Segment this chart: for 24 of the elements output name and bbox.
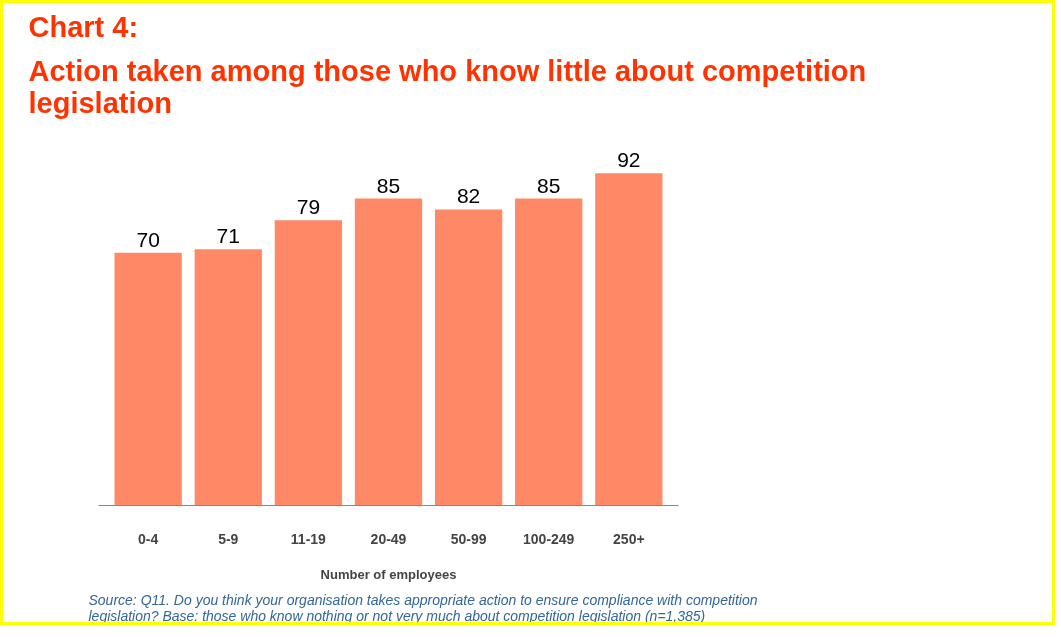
data-label: 85: [376, 173, 401, 197]
data-label: 79: [296, 195, 321, 219]
data-label: 85: [537, 173, 561, 197]
x-tick-label: 20-49: [370, 530, 407, 547]
chart-subtitle: Action taken among those who know little about competition legislation: [28, 54, 867, 119]
x-tick-label: 250+: [613, 530, 645, 547]
bar: [515, 198, 583, 506]
bar: [194, 249, 262, 506]
data-label: 82: [456, 184, 481, 208]
data-label: 70: [136, 227, 160, 251]
chart-title: Chart 4:: [28, 10, 139, 43]
x-tick-label: 50-99: [450, 530, 487, 547]
x-tick-label: 11-19: [290, 530, 327, 547]
x-tick-label: 0-4: [138, 530, 159, 547]
bar: [595, 173, 663, 506]
data-label: 92: [617, 148, 641, 172]
bar: [114, 252, 182, 506]
data-label: 71: [216, 224, 240, 248]
x-tick-label: 100-249: [523, 530, 575, 547]
bar: [434, 209, 503, 506]
bar: [274, 220, 343, 506]
x-tick-label: 5-9: [218, 530, 239, 547]
x-axis-title: Number of employees: [320, 566, 457, 582]
bar: [354, 198, 423, 506]
